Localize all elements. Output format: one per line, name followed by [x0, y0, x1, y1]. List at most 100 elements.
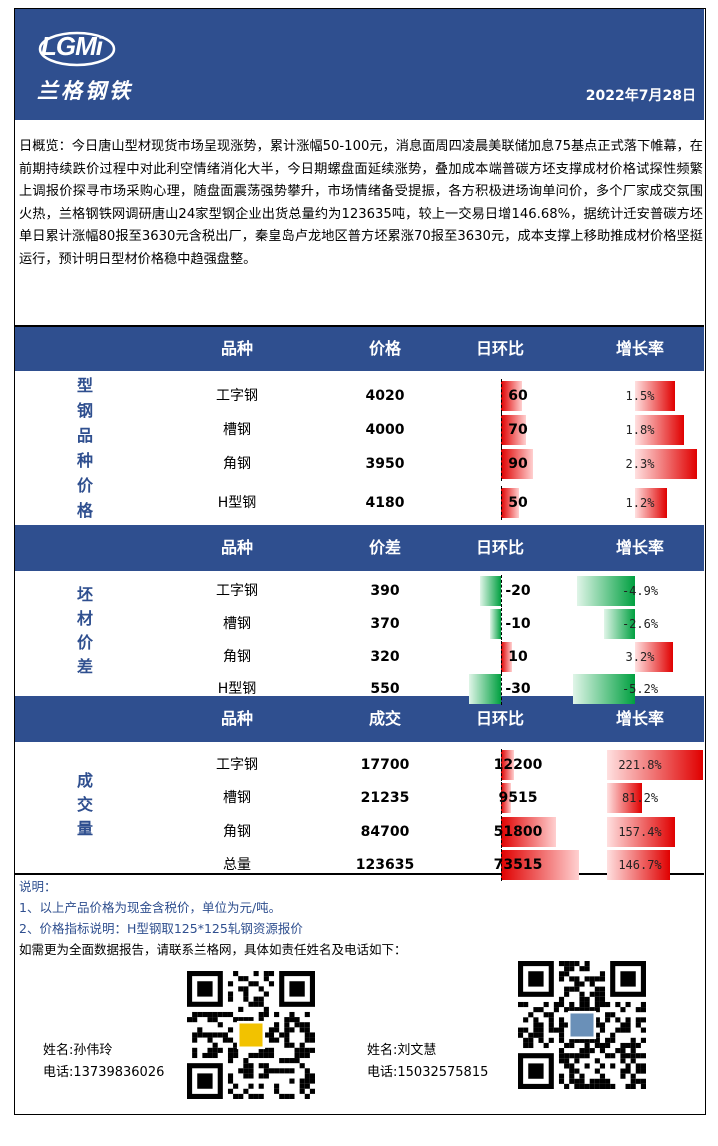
row-variety-name: 工字钢: [216, 388, 258, 404]
table-row: 角钢 3950 90 2.3%: [15, 447, 704, 481]
table-row: 工字钢 4020 60 1.5%: [15, 379, 704, 413]
zero-axis-line: [501, 782, 502, 814]
table-row: 角钢 84700 51800 157.4%: [15, 816, 704, 848]
row-value: 21235: [360, 790, 410, 806]
zero-axis-line: [501, 816, 502, 848]
label-char: 交: [76, 795, 93, 814]
row-growth-rate: 157.4%: [618, 825, 662, 839]
table-row: 槽钢 370 -10 -2.6%: [15, 608, 704, 640]
notes-block: 说明： 1、以上产品价格为现金含税价，单位为元/吨。 2、价格指标说明：H型钢取…: [19, 876, 407, 960]
row-variety-name: 角钢: [223, 824, 251, 840]
table-row: 槽钢 21235 9515 81.2%: [15, 782, 704, 814]
label-char: 价: [76, 633, 93, 652]
row-daily-change: 70: [508, 422, 528, 438]
header-cell-daily-change: 日环比: [475, 709, 524, 728]
growth-rate-bar: [607, 750, 703, 780]
section-label-steel-price: 型 钢 品 种 价 格: [55, 373, 115, 523]
growth-rate-bar: [607, 850, 671, 880]
daily-change-bar: [501, 415, 526, 445]
daily-change-bar: [501, 783, 512, 813]
divider: [15, 325, 704, 327]
row-growth-rate: 1.8%: [625, 423, 655, 437]
row-growth-rate: 81.2%: [621, 791, 659, 805]
notes-line: 2、价格指标说明：H型钢取125*125轧钢资源报价: [19, 921, 303, 936]
header-cell-variety: 品种: [220, 339, 253, 358]
growth-rate-bar: [576, 576, 635, 606]
row-growth-rate: -2.6%: [621, 617, 659, 631]
table-row: H型钢 550 -30 -5.2%: [15, 673, 704, 705]
row-growth-rate: 2.3%: [625, 457, 655, 471]
row-variety-name: 工字钢: [216, 583, 258, 599]
row-daily-change: -20: [505, 583, 531, 599]
row-daily-change: 12200: [493, 757, 543, 773]
header-cell-variety: 品种: [220, 538, 253, 557]
header-cell-daily-change: 日环比: [475, 538, 524, 557]
label-char: 格: [76, 501, 93, 520]
logo-ring-icon: [38, 31, 116, 67]
row-value: 550: [370, 681, 400, 697]
header-banner: LGMi 兰格钢铁 2022年7月28日: [15, 9, 704, 120]
row-value: 4180: [365, 495, 405, 511]
row-variety-name: 工字钢: [216, 757, 258, 773]
growth-rate-bar: [635, 488, 668, 518]
logo-cn-name: 兰格钢铁: [37, 78, 133, 103]
growth-rate-bar: [635, 415, 684, 445]
report-frame: LGMi 兰格钢铁 2022年7月28日 日概览：今日唐山型材现货市场呈现涨势，…: [14, 8, 706, 1115]
contact-name: 姓名:孙伟玲: [43, 1043, 113, 1058]
zero-axis-line: [501, 575, 502, 607]
row-daily-change: 51800: [493, 824, 543, 840]
table-row: 角钢 320 10 3.2%: [15, 641, 704, 673]
growth-rate-bar: [604, 609, 635, 639]
section-header-band: 品种 价差 日环比 增长率: [15, 525, 704, 571]
notes-line: 1、以上产品价格为现金含税价，单位为元/吨。: [19, 900, 282, 915]
zero-axis-line: [501, 641, 502, 673]
header-cell-growth-rate: 增长率: [615, 538, 664, 557]
daily-change-bar: [501, 381, 523, 411]
label-char: 量: [76, 819, 93, 838]
row-growth-rate: 3.2%: [625, 650, 655, 664]
header-cell-spread: 价差: [368, 538, 401, 557]
daily-change-bar: [501, 642, 512, 672]
qr-code-icon[interactable]: [518, 961, 646, 1089]
daily-change-bar: [479, 576, 501, 606]
row-variety-name: 槽钢: [223, 790, 251, 806]
row-daily-change: 60: [508, 388, 528, 404]
row-growth-rate: 221.8%: [618, 758, 662, 772]
growth-rate-bar: [607, 783, 643, 813]
row-daily-change: -10: [505, 616, 531, 632]
brand-logo: LGMi 兰格钢铁: [35, 27, 135, 111]
zero-axis-line: [501, 849, 502, 881]
growth-rate-bar: [635, 642, 674, 672]
zero-axis-line: [501, 673, 502, 705]
daily-change-bar: [490, 609, 501, 639]
growth-rate-bar: [635, 449, 697, 479]
header-cell-price: 价格: [368, 339, 401, 358]
logo-wordmark: LGMi: [41, 31, 103, 61]
daily-change-bar: [501, 817, 556, 847]
row-value: 4000: [365, 422, 405, 438]
daily-change-bar: [501, 449, 533, 479]
label-char: 坯: [76, 585, 93, 604]
row-value: 123635: [355, 857, 415, 873]
table-row: 工字钢 390 -20 -4.9%: [15, 575, 704, 607]
row-growth-rate: 146.7%: [618, 858, 662, 872]
contact-phone: 电话:15032575815: [367, 1065, 489, 1080]
report-date: 2022年7月28日: [585, 88, 696, 104]
notes-line: 如需更为全面数据报告，请联系兰格网，具体如责任姓名及电话如下：: [19, 942, 407, 957]
row-variety-name: 槽钢: [223, 422, 251, 438]
growth-rate-bar: [607, 817, 676, 847]
growth-rate-bar: [573, 674, 635, 704]
daily-change-bar: [501, 750, 514, 780]
zero-axis-line: [501, 749, 502, 781]
row-variety-name: H型钢: [217, 495, 257, 511]
row-daily-change: 90: [508, 456, 528, 472]
zero-axis-line: [501, 608, 502, 640]
section-label-billet-spread: 坯 材 价 差: [55, 583, 115, 679]
qr-code-icon[interactable]: [187, 971, 315, 1099]
table-row: 工字钢 17700 12200 221.8%: [15, 749, 704, 781]
section-label-volume: 成 交 量: [55, 769, 115, 841]
row-daily-change: -30: [505, 681, 531, 697]
row-growth-rate: 1.5%: [625, 389, 655, 403]
row-value: 3950: [365, 456, 405, 472]
daily-overview: 日概览：今日唐山型材现货市场呈现涨势，累计涨幅50-100元，消息面周四凌晨美联…: [19, 139, 703, 267]
